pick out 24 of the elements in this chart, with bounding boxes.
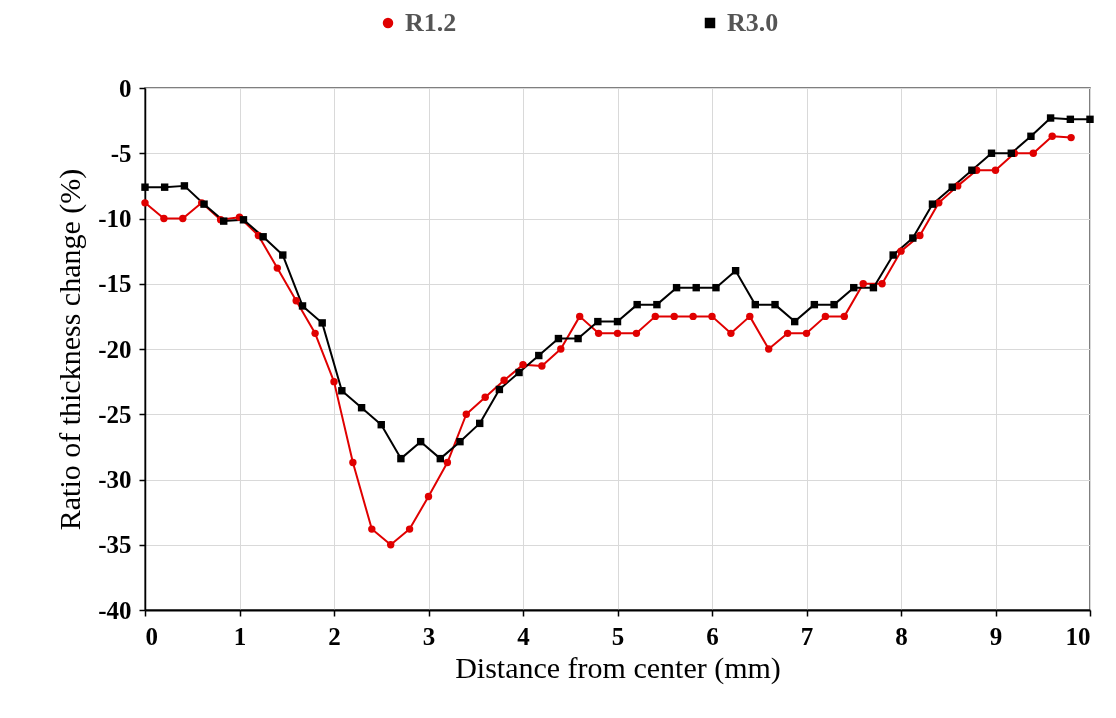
x-tick-label: 10 — [1065, 622, 1091, 650]
y-tick-label: -30 — [98, 466, 132, 493]
x-tick-label: 0 — [145, 622, 158, 650]
legend-label: R1.2 — [405, 8, 457, 37]
y-tick-label: 0 — [119, 74, 132, 102]
x-tick-label: 1 — [233, 622, 247, 650]
x-tick-label: 9 — [989, 622, 1003, 650]
x-tick-label: 3 — [422, 622, 436, 650]
y-tick-label: -40 — [98, 596, 132, 624]
x-tick-label: 6 — [706, 622, 719, 650]
y-axis-title: Ratio of thickness change (%) — [53, 168, 88, 531]
x-tick-label: 4 — [517, 622, 531, 650]
y-tick-label: -35 — [98, 531, 132, 559]
y-tick-label: -5 — [110, 139, 132, 167]
y-tick-label: -10 — [98, 205, 132, 232]
x-tick-label: 5 — [611, 622, 625, 650]
y-tick-label: -25 — [98, 400, 132, 428]
x-tick-label: 8 — [895, 622, 908, 650]
legend-label: R3.0 — [727, 8, 779, 37]
y-tick-label: -20 — [98, 335, 132, 363]
x-tick-label: 7 — [800, 622, 814, 650]
x-axis-title: Distance from center (mm) — [455, 650, 781, 685]
x-tick-label: 2 — [328, 622, 341, 650]
y-tick-label: -15 — [98, 270, 132, 298]
